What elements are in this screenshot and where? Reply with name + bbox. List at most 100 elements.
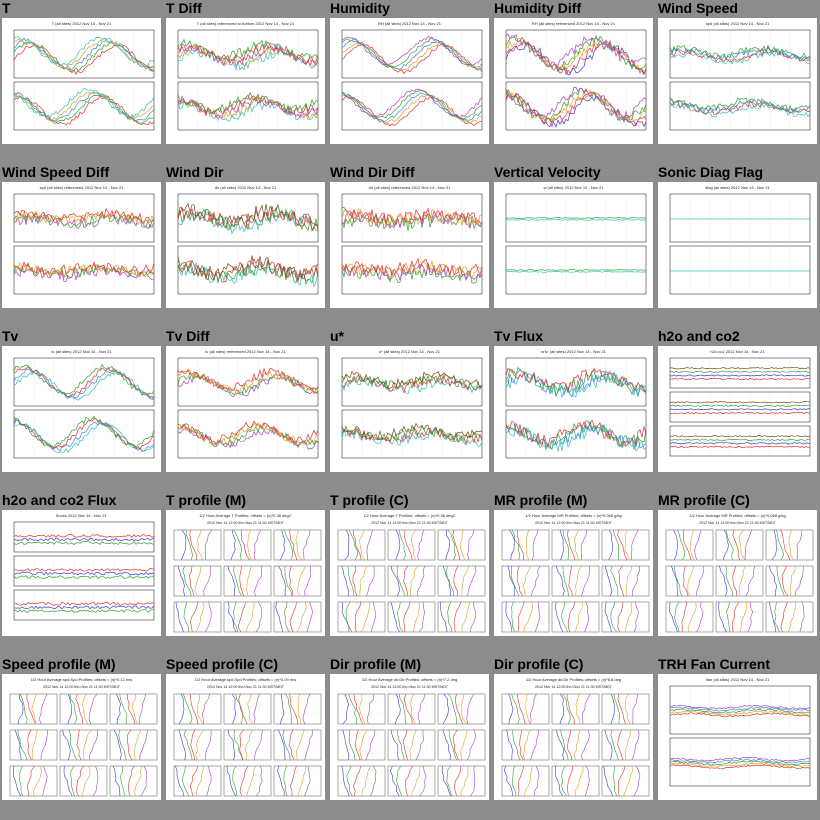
plot-image[interactable]: RH (all sites) referenced 2012 Nov 14 - …: [494, 18, 653, 144]
plot-graphic: 1/2 Hour Average T Profiles; offsets = (…: [337, 513, 486, 633]
plot-graphic: dir (all sites) referenced 2012 Nov 14 -…: [341, 185, 483, 295]
thumbnail-title: TRH Fan Current: [658, 656, 770, 672]
thumbnail-mr-profile-c[interactable]: MR profile (C) 1/2 Hour Average MR Profil…: [656, 492, 820, 656]
plot-caption: u* (all sites) 2012 Nov 14 - Nov 21: [379, 349, 441, 354]
plot-image[interactable]: 1/2 Hour Average T Profiles; offsets = (…: [166, 510, 325, 636]
thumbnail-vertical-velocity[interactable]: Vertical Velocity w (all sites) 2012 Nov …: [492, 164, 656, 328]
plot-image[interactable]: u* (all sites) 2012 Nov 14 - Nov 21: [330, 346, 489, 472]
thumbnail-title: Dir profile (C): [494, 656, 584, 672]
thumbnail-title: MR profile (C): [658, 492, 750, 508]
plot-graphic: tc (all sites) 2012 Nov 14 - Nov 21: [13, 349, 155, 459]
thumbnail-dir-profile-c[interactable]: Dir profile (C) 1/2 Hour Average dir.Dir …: [492, 656, 656, 820]
plot-graphic: RH (all sites) referenced 2012 Nov 14 - …: [505, 21, 647, 131]
plot-graphic: RH (all sites) 2012 Nov 14 - Nov 21: [341, 21, 483, 131]
plot-image[interactable]: tc (all sites) referenced 2012 Nov 14 - …: [166, 346, 325, 472]
plot-graphic: u* (all sites) 2012 Nov 14 - Nov 21: [341, 349, 483, 459]
thumbnail-title: Speed profile (M): [2, 656, 116, 672]
plot-image[interactable]: spd (all sites) referenced 2012 Nov 14 -…: [2, 182, 161, 308]
thumbnail-h2o-and-co2-flux[interactable]: h2o and co2 Flux fluxes 2012 Nov 14 - Nov…: [0, 492, 164, 656]
thumbnail-sonic-diag-flag[interactable]: Sonic Diag Flag diag (all sites) 2012 Nov…: [656, 164, 820, 328]
plot-graphic: dir (all sites) 2012 Nov 14 - Nov 21: [177, 185, 319, 295]
plot-image[interactable]: dir (all sites) 2012 Nov 14 - Nov 21: [166, 182, 325, 308]
plot-caption: tc (all sites) referenced 2012 Nov 14 - …: [205, 349, 286, 354]
plot-image[interactable]: h2o,co2 2012 Nov 14 - Nov 21: [658, 346, 817, 472]
plot-subcaption: 2012 Nov 14 12:00 thru Nov 21 11:30 MST/…: [699, 521, 777, 525]
plot-image[interactable]: dir (all sites) referenced 2012 Nov 14 -…: [330, 182, 489, 308]
plot-image[interactable]: 1/2 Hour Average T Profiles; offsets = (…: [330, 510, 489, 636]
thumbnail-speed-profile-m[interactable]: Speed profile (M) 1/2 Hour Average spd.Sp…: [0, 656, 164, 820]
plot-image[interactable]: w'tc' (all sites) 2012 Nov 14 - Nov 21: [494, 346, 653, 472]
plot-caption: 1/2 Hour Average MR Profiles; offsets = …: [689, 513, 785, 518]
thumbnail-title: Dir profile (M): [330, 656, 421, 672]
plot-graphic: spd (all sites) referenced 2012 Nov 14 -…: [13, 185, 155, 295]
thumbnail-title: T profile (C): [330, 492, 409, 508]
plot-image[interactable]: ifan (all sites) 2012 Nov 14 - Nov 21: [658, 674, 817, 800]
thumbnail-wind-dir-diff[interactable]: Wind Dir Diff dir (all sites) referenced …: [328, 164, 492, 328]
plot-graphic: h2o,co2 2012 Nov 14 - Nov 21: [669, 349, 811, 457]
thumbnail-t-profile-m[interactable]: T profile (M) 1/2 Hour Average T Profiles…: [164, 492, 328, 656]
thumbnail-wind-speed[interactable]: Wind Speed spd (all sites) 2012 Nov 14 - …: [656, 0, 820, 164]
plot-image[interactable]: T (all sites) referenced to bottom 2012 …: [166, 18, 325, 144]
plot-caption: fluxes 2012 Nov 14 - Nov 21: [56, 513, 107, 518]
plot-subcaption: 2012 Nov 14 12:00 thru Nov 21 11:30 MST/…: [535, 685, 613, 689]
plot-subcaption: 2012 Nov 14 12:00 thru Nov 21 11:30 MST/…: [371, 685, 449, 689]
plot-image[interactable]: tc (all sites) 2012 Nov 14 - Nov 21: [2, 346, 161, 472]
thumbnail-tv-diff[interactable]: Tv Diff tc (all sites) referenced 2012 No…: [164, 328, 328, 492]
plot-graphic: 1/2 Hour Average MR Profiles; offsets = …: [501, 513, 650, 633]
thumbnail-tv[interactable]: Tv tc (all sites) 2012 Nov 14 - Nov 21: [0, 328, 164, 492]
thumbnail-speed-profile-c[interactable]: Speed profile (C) 1/2 Hour Average spd.Sp…: [164, 656, 328, 820]
thumbnail-title: Tv Diff: [166, 328, 210, 344]
plot-subcaption: 2012 Nov 14 12:00 thru Nov 21 11:30 MST/…: [207, 685, 285, 689]
thumbnail-wind-speed-diff[interactable]: Wind Speed Diff spd (all sites) reference…: [0, 164, 164, 328]
thumbnail-title: Tv Flux: [494, 328, 544, 344]
thumbnail-title: Wind Speed Diff: [2, 164, 110, 180]
thumbnail-title: Speed profile (C): [166, 656, 279, 672]
plot-caption: tc (all sites) 2012 Nov 14 - Nov 21: [51, 349, 112, 354]
plot-image[interactable]: spd (all sites) 2012 Nov 14 - Nov 21: [658, 18, 817, 144]
thumbnail-trh-fan-current[interactable]: TRH Fan Current ifan (all sites) 2012 Nov…: [656, 656, 820, 820]
plot-image[interactable]: 1/2 Hour Average MR Profiles; offsets = …: [658, 510, 817, 636]
plot-image[interactable]: diag (all sites) 2012 Nov 14 - Nov 21: [658, 182, 817, 308]
plot-graphic: 1/2 Hour Average T Profiles; offsets = (…: [173, 513, 322, 633]
plot-image[interactable]: RH (all sites) 2012 Nov 14 - Nov 21: [330, 18, 489, 144]
thumbnail-humidity[interactable]: Humidity RH (all sites) 2012 Nov 14 - Nov…: [328, 0, 492, 164]
thumbnail-t-diff[interactable]: T Diff T (all sites) referenced to bottom…: [164, 0, 328, 164]
thumbnail-title: Humidity Diff: [494, 0, 582, 16]
thumbnail-humidity-diff[interactable]: Humidity Diff RH (all sites) referenced 2…: [492, 0, 656, 164]
plot-caption: RH (all sites) 2012 Nov 14 - Nov 21: [378, 21, 442, 26]
thumbnail-title: T: [2, 0, 11, 16]
plot-caption: dir (all sites) 2012 Nov 14 - Nov 21: [215, 185, 277, 190]
plot-caption: 1/2 Hour Average spd.Spd Profiles; offse…: [31, 677, 133, 682]
plot-caption: T (all sites) referenced to bottom 2012 …: [197, 21, 295, 26]
plot-caption: 1/2 Hour Average dir.Dir Profiles; offse…: [362, 677, 457, 682]
thumbnail-u[interactable]: u* u* (all sites) 2012 Nov 14 - Nov 21: [328, 328, 492, 492]
plot-graphic: T (all sites) referenced to bottom 2012 …: [177, 21, 319, 131]
thumbnail-t[interactable]: T T (all sites) 2012 Nov 14 - Nov 21: [0, 0, 164, 164]
plot-image[interactable]: 1/2 Hour Average dir.Dir Profiles; offse…: [330, 674, 489, 800]
plot-caption: 1/2 Hour Average T Profiles; offsets = (…: [199, 513, 291, 518]
plot-graphic: diag (all sites) 2012 Nov 14 - Nov 21: [669, 185, 811, 295]
thumbnail-wind-dir[interactable]: Wind Dir dir (all sites) 2012 Nov 14 - No…: [164, 164, 328, 328]
thumbnail-tv-flux[interactable]: Tv Flux w'tc' (all sites) 2012 Nov 14 - N…: [492, 328, 656, 492]
plot-subcaption: 2012 Nov 14 12:00 thru Nov 21 11:30 MST/…: [43, 685, 121, 689]
plot-caption: w'tc' (all sites) 2012 Nov 14 - Nov 21: [541, 349, 606, 354]
thumbnail-dir-profile-m[interactable]: Dir profile (M) 1/2 Hour Average dir.Dir …: [328, 656, 492, 820]
plot-caption: w (all sites) 2012 Nov 14 - Nov 21: [543, 185, 604, 190]
plot-image[interactable]: T (all sites) 2012 Nov 14 - Nov 21: [2, 18, 161, 144]
thumbnail-t-profile-c[interactable]: T profile (C) 1/2 Hour Average T Profiles…: [328, 492, 492, 656]
plot-image[interactable]: 1/2 Hour Average dir.Dir Profiles; offse…: [494, 674, 653, 800]
plot-image[interactable]: fluxes 2012 Nov 14 - Nov 21: [2, 510, 161, 636]
plot-image[interactable]: 1/2 Hour Average spd.Spd Profiles; offse…: [2, 674, 161, 800]
plot-graphic: 1/2 Hour Average MR Profiles; offsets = …: [665, 513, 814, 633]
thumbnail-mr-profile-m[interactable]: MR profile (M) 1/2 Hour Average MR Profil…: [492, 492, 656, 656]
plot-graphic: tc (all sites) referenced 2012 Nov 14 - …: [177, 349, 319, 459]
thumbnail-h2o-and-co2[interactable]: h2o and co2 h2o,co2 2012 Nov 14 - Nov 21: [656, 328, 820, 492]
plot-image[interactable]: w (all sites) 2012 Nov 14 - Nov 21: [494, 182, 653, 308]
plot-image[interactable]: 1/2 Hour Average MR Profiles; offsets = …: [494, 510, 653, 636]
plot-caption: dir (all sites) referenced 2012 Nov 14 -…: [369, 185, 452, 190]
plot-image[interactable]: 1/2 Hour Average spd.Spd Profiles; offse…: [166, 674, 325, 800]
thumbnail-title: Vertical Velocity: [494, 164, 601, 180]
thumbnail-title: Sonic Diag Flag: [658, 164, 764, 180]
plot-graphic: 1/2 Hour Average dir.Dir Profiles; offse…: [501, 677, 650, 797]
